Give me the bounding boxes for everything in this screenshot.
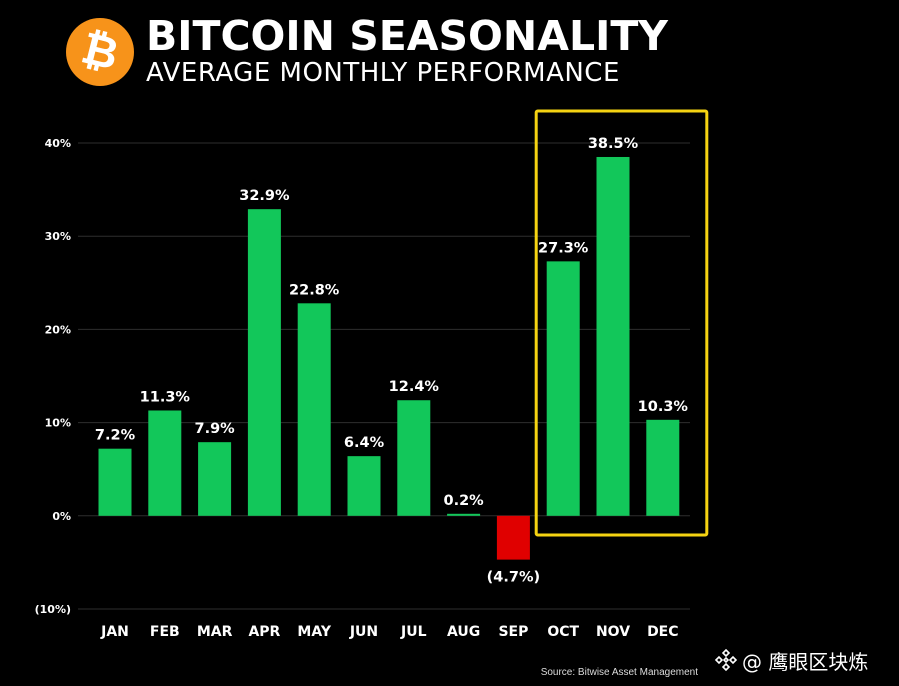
y-tick-label: 0% [52, 510, 71, 523]
value-label-apr: 32.9% [239, 188, 290, 204]
x-tick-label-sep: SEP [498, 624, 528, 640]
value-label-jan: 7.2% [95, 428, 136, 444]
bar-jan [98, 448, 132, 516]
x-tick-label-aug: AUG [447, 624, 480, 640]
watermark: @ 鹰眼区块炼 [714, 646, 868, 674]
value-label-may: 22.8% [289, 282, 340, 298]
x-tick-label-mar: MAR [197, 624, 233, 640]
bar-may [297, 303, 331, 516]
value-label-jul: 12.4% [389, 379, 440, 395]
x-tick-label-feb: FEB [150, 624, 180, 640]
chart-subtitle: AVERAGE MONTHLY PERFORMANCE [146, 58, 620, 88]
binance-diamond-icon [714, 648, 738, 672]
x-tick-label-jun: JUN [349, 624, 378, 640]
bar-nov [596, 156, 630, 516]
bar-oct [546, 261, 580, 516]
value-label-sep: (4.7%) [487, 570, 540, 586]
bar-apr [247, 209, 281, 516]
x-tick-label-nov: NOV [596, 624, 630, 640]
bar-dec [646, 419, 680, 516]
bars [98, 156, 680, 560]
bar-jun [347, 456, 381, 516]
x-tick-label-may: MAY [297, 624, 331, 640]
y-axis-ticks: 40% 30% 20% 10% 0% (10%) [35, 137, 71, 616]
bar-feb [148, 410, 182, 516]
y-tick-label: 20% [45, 323, 71, 336]
y-tick-label: (10%) [35, 603, 71, 616]
value-label-nov: 38.5% [588, 136, 639, 152]
bar-jul [397, 400, 431, 516]
source-note: Source: Bitwise Asset Management [540, 667, 698, 678]
value-label-feb: 11.3% [140, 389, 191, 405]
value-labels: 7.2% 11.3%7.9% 32.9% 22.8% 6.4% 12.4% 0.2% (4.7… [95, 136, 689, 586]
bar-aug [447, 513, 481, 516]
x-tick-label-jan: JAN [100, 624, 129, 640]
x-tick-label-jul: JUL [400, 624, 427, 640]
highlight-box [534, 109, 709, 537]
x-tick-label-dec: DEC [647, 624, 678, 640]
bar-mar [198, 442, 232, 516]
bitcoin-logo-icon: ₿ [66, 18, 134, 86]
value-label-aug: 0.2% [443, 493, 484, 509]
x-tick-label-apr: APR [248, 624, 280, 640]
x-tick-label-oct: OCT [547, 624, 579, 640]
bar-sep [496, 515, 530, 560]
value-label-oct: 27.3% [538, 240, 589, 256]
y-tick-label: 40% [45, 137, 71, 150]
value-label-dec: 10.3% [638, 399, 689, 415]
y-tick-label: 10% [45, 417, 71, 430]
chart-title: BITCOIN SEASONALITY [146, 12, 668, 60]
x-axis-ticks: JAN FEB MAR APR MAY JUN JUL AUG SEP OCT NOV DEC [100, 624, 678, 640]
value-label-mar: 7.9% [194, 421, 235, 437]
watermark-text: @ 鹰眼区块炼 [742, 649, 869, 674]
y-tick-label: 30% [45, 230, 71, 243]
value-label-jun: 6.4% [344, 435, 385, 451]
